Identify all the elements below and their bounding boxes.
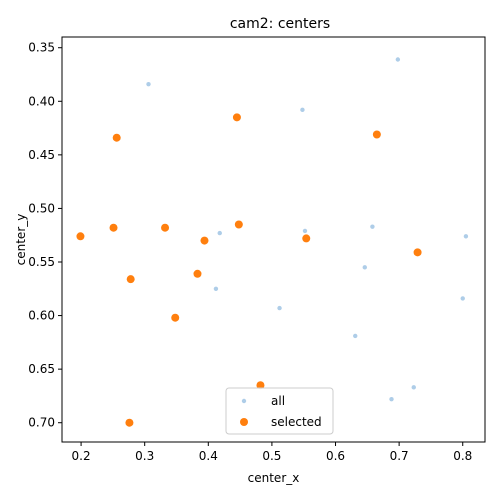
point-selected bbox=[234, 220, 243, 229]
point-all bbox=[411, 385, 416, 390]
point-all bbox=[362, 265, 367, 270]
x-tick-label: 0.5 bbox=[262, 449, 281, 463]
point-selected bbox=[126, 275, 135, 284]
y-tick-label: 0.60 bbox=[28, 309, 55, 323]
y-axis: 0.35 0.40 0.45 0.50 0.55 0.60 0.65 0.70 bbox=[28, 41, 62, 430]
legend-marker-all bbox=[241, 398, 247, 404]
point-selected bbox=[232, 113, 241, 122]
y-tick-label: 0.65 bbox=[28, 362, 55, 376]
point-all bbox=[370, 224, 375, 229]
y-tick-label: 0.70 bbox=[28, 416, 55, 430]
point-selected bbox=[372, 130, 381, 139]
y-tick-label: 0.45 bbox=[28, 148, 55, 162]
point-all bbox=[395, 57, 401, 62]
point-selected bbox=[125, 418, 134, 427]
point-selected bbox=[76, 232, 85, 241]
point-all bbox=[463, 234, 469, 239]
chart-title: cam2: centers bbox=[230, 16, 330, 32]
y-axis-label: center_y bbox=[14, 214, 28, 266]
point-all bbox=[217, 230, 222, 236]
x-tick-label: 0.7 bbox=[390, 449, 409, 463]
x-tick-label: 0.3 bbox=[135, 449, 154, 463]
x-tick-label: 0.8 bbox=[453, 449, 472, 463]
point-all bbox=[213, 286, 219, 291]
x-tick-label: 0.2 bbox=[72, 449, 91, 463]
x-tick-label: 0.4 bbox=[199, 449, 218, 463]
plot-frame bbox=[61, 36, 486, 443]
point-all bbox=[460, 296, 465, 301]
point-selected bbox=[302, 234, 311, 243]
y-tick-label: 0.55 bbox=[28, 255, 55, 269]
point-all bbox=[302, 228, 308, 234]
y-tick-label: 0.50 bbox=[28, 201, 55, 215]
x-axis-label: center_x bbox=[248, 471, 300, 485]
plot-marks bbox=[76, 57, 469, 427]
point-all bbox=[146, 81, 151, 87]
point-all bbox=[389, 396, 394, 402]
legend-box bbox=[225, 387, 334, 435]
x-axis: 0.2 0.3 0.4 0.5 0.6 0.7 0.8 bbox=[72, 442, 472, 463]
point-selected bbox=[161, 223, 170, 232]
y-tick-label: 0.35 bbox=[28, 41, 55, 55]
point-selected bbox=[171, 313, 180, 322]
point-selected bbox=[256, 381, 265, 390]
point-all bbox=[277, 305, 282, 311]
point-selected bbox=[413, 248, 422, 257]
y-tick-label: 0.40 bbox=[28, 94, 55, 108]
point-selected bbox=[200, 236, 209, 245]
point-selected bbox=[109, 223, 118, 232]
point-selected bbox=[112, 133, 121, 142]
point-selected bbox=[193, 269, 202, 278]
legend: all selected bbox=[225, 387, 334, 435]
legend-label-selected: selected bbox=[271, 415, 322, 429]
legend-label-all: all bbox=[271, 394, 285, 408]
point-all bbox=[300, 107, 305, 113]
x-tick-label: 0.6 bbox=[326, 449, 345, 463]
legend-marker-selected bbox=[240, 418, 248, 426]
point-all bbox=[353, 333, 358, 339]
